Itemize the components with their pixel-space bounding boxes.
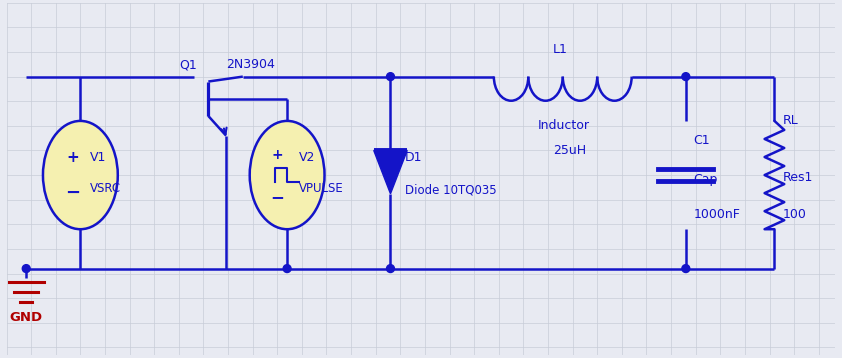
Text: Diode 10TQ035: Diode 10TQ035 — [405, 183, 497, 196]
Text: GND: GND — [9, 311, 43, 324]
Text: 2N3904: 2N3904 — [226, 58, 275, 71]
Circle shape — [283, 265, 291, 272]
Text: L1: L1 — [553, 43, 568, 55]
Text: V2: V2 — [299, 151, 315, 164]
Text: VSRC: VSRC — [90, 182, 121, 195]
Text: +: + — [67, 150, 79, 165]
Text: −: − — [270, 188, 285, 206]
Text: Inductor: Inductor — [538, 119, 590, 132]
Polygon shape — [374, 150, 408, 194]
Text: 100: 100 — [782, 208, 806, 221]
Text: VPULSE: VPULSE — [299, 182, 344, 195]
Circle shape — [22, 265, 30, 272]
Text: 25uH: 25uH — [553, 144, 586, 157]
Text: RL: RL — [782, 115, 798, 127]
Circle shape — [682, 73, 690, 81]
Text: −: − — [65, 184, 80, 202]
Text: C1: C1 — [694, 134, 711, 147]
Text: 1000nF: 1000nF — [694, 208, 741, 221]
Text: Q1: Q1 — [179, 58, 196, 71]
Ellipse shape — [250, 121, 324, 229]
Text: +: + — [271, 148, 283, 163]
Text: Res1: Res1 — [782, 170, 813, 184]
Circle shape — [386, 265, 394, 272]
Text: V1: V1 — [90, 151, 107, 164]
Text: D1: D1 — [405, 151, 423, 164]
Circle shape — [682, 265, 690, 272]
Text: Cap: Cap — [694, 174, 718, 187]
Circle shape — [386, 73, 394, 81]
Ellipse shape — [43, 121, 118, 229]
